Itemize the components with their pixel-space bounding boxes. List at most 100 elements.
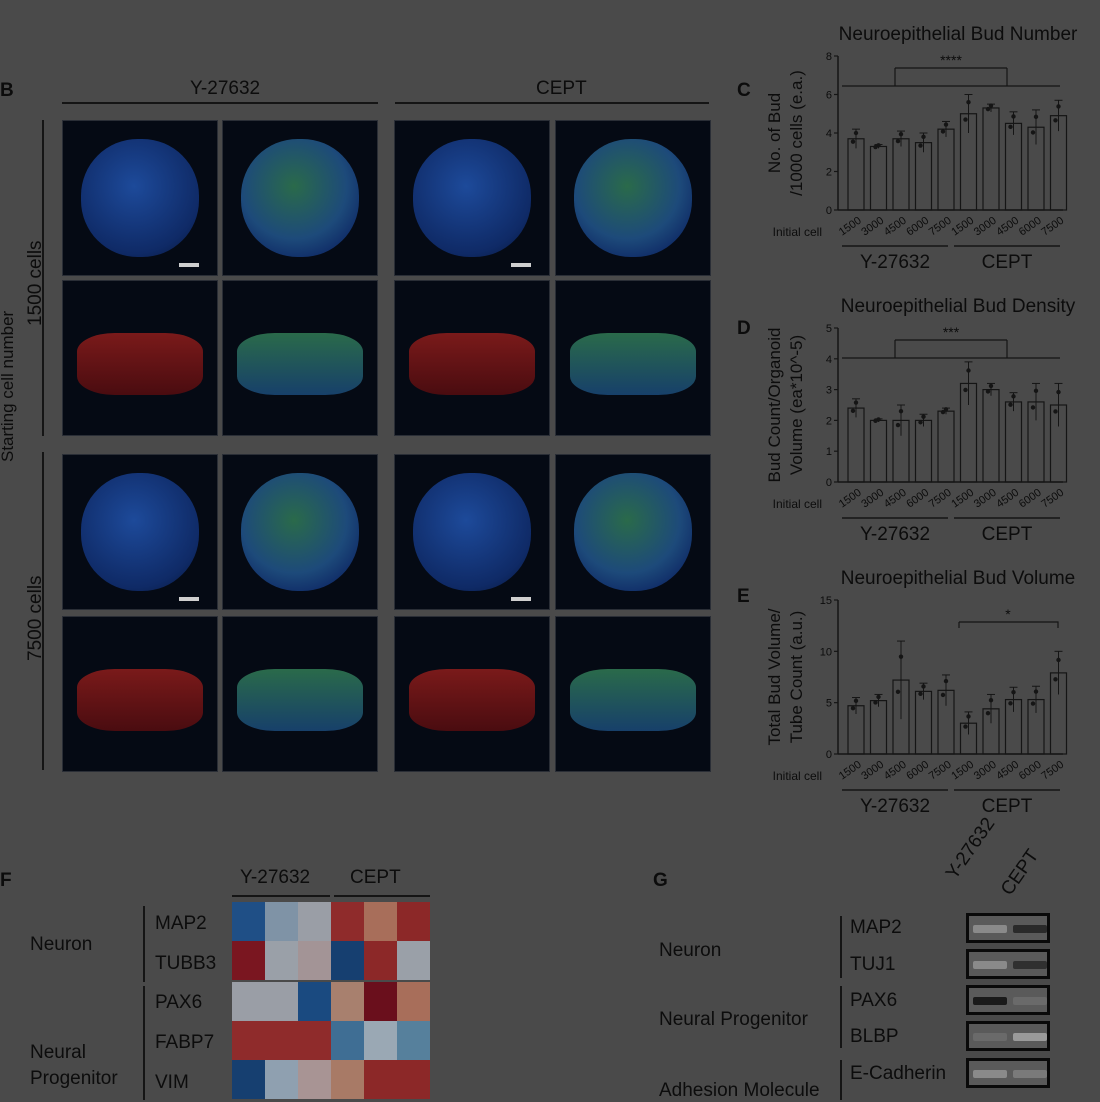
- heatmap-cell: [265, 1021, 298, 1060]
- western-blot-band: [973, 925, 1007, 933]
- chart-x-tick-label: 1500: [837, 759, 864, 783]
- western-blot-band: [1013, 1070, 1047, 1078]
- organoid-render: [237, 669, 363, 731]
- chart-point: [940, 692, 946, 698]
- panel-b-group-cept-line: [395, 102, 709, 104]
- chart-x-tick-label: 4500: [994, 487, 1021, 511]
- chart-point: [943, 407, 949, 412]
- heatmap-cell: [298, 1021, 331, 1060]
- chart-x-tick-label: 4500: [882, 759, 909, 783]
- chart-point: [1033, 388, 1039, 394]
- chart-x-tick-label: 7500: [927, 759, 954, 783]
- chart-x-tick-label: 7500: [1039, 487, 1066, 511]
- chart-y-tick-label: 10: [820, 646, 832, 658]
- western-blot-lane: [966, 1021, 1050, 1051]
- chart-point: [853, 698, 859, 704]
- chart-x-tick-label: 1500: [949, 487, 976, 511]
- scale-bar: [179, 597, 199, 601]
- chart-point: [1056, 389, 1061, 395]
- panel-g-label: G: [653, 870, 668, 891]
- chart-point: [943, 122, 949, 127]
- panel-f-gene-fabp7: FABP7: [155, 1032, 215, 1053]
- chart-point: [850, 408, 856, 414]
- chart-point: [1030, 405, 1036, 410]
- panel-f-progenitor-bracket: [143, 986, 145, 1100]
- heatmap-cell: [397, 982, 430, 1021]
- organoid-render: [81, 473, 199, 591]
- heatmap-cell: [298, 902, 331, 941]
- panel-e-label: E: [737, 586, 750, 607]
- panel-b-row-line-1500: [42, 120, 44, 436]
- panel-b-row-line-7500: [42, 452, 44, 770]
- western-blot-band: [973, 1070, 1007, 1078]
- organoid-image-tile: [62, 280, 218, 436]
- chart-y-tick-label: 0: [826, 477, 832, 489]
- chart-point: [921, 134, 926, 140]
- organoid-image-tile: [62, 616, 218, 772]
- chart-point: [898, 654, 904, 659]
- chart-point: [1011, 114, 1016, 119]
- organoid-image-tile: [394, 616, 550, 772]
- chart-point: [963, 117, 968, 122]
- western-blot-lane: [966, 985, 1050, 1015]
- western-blot-band: [1013, 1033, 1047, 1041]
- chart-point: [988, 698, 994, 703]
- chart-point: [873, 144, 878, 150]
- heatmap-cell: [232, 941, 265, 980]
- chart-x-tick-label: 6000: [1017, 215, 1044, 239]
- scale-bar: [511, 597, 531, 601]
- panel-f-group-cept-line: [334, 895, 430, 897]
- chart-y-tick-label: 15: [820, 595, 832, 607]
- panel-g-category-neural-progenitor: Neural Progenitor: [659, 1009, 808, 1030]
- panel-b-group-cept: CEPT: [536, 78, 587, 99]
- chart-y-axis-label: Volume (ea*10^-5): [787, 335, 806, 475]
- chart-point: [988, 103, 994, 108]
- chart-y-axis-label: Total Bud Volume/: [765, 608, 784, 745]
- chart-title: Neuroepithelial Bud Density: [841, 296, 1076, 317]
- western-blot-band: [973, 961, 1007, 969]
- chart-x-tick-label: 7500: [1039, 215, 1066, 239]
- panel-g-neuron-bracket: [840, 916, 842, 978]
- organoid-render: [413, 139, 531, 257]
- chart-y-tick-label: 2: [826, 415, 832, 427]
- chart-point: [853, 130, 859, 136]
- organoid-render: [574, 473, 692, 591]
- heatmap-cell: [364, 902, 397, 941]
- heatmap-cell: [265, 902, 298, 941]
- chart-point: [1011, 394, 1016, 399]
- chart-point: [966, 100, 971, 105]
- chart-point: [1053, 118, 1058, 123]
- organoid-render: [77, 669, 203, 731]
- panel-b-group-y27632: Y-27632: [190, 78, 261, 99]
- heatmap-cell: [397, 1021, 430, 1060]
- chart-y-tick-label: 4: [826, 128, 832, 140]
- chart-x-tick-label: 6000: [904, 759, 931, 783]
- chart-bar: [982, 107, 1000, 211]
- chart-point: [850, 139, 856, 144]
- chart-point: [943, 678, 949, 684]
- panel-g-col-cept: CEPT: [996, 845, 1044, 900]
- chart-point: [850, 706, 856, 711]
- chart-x-tick-label: 1500: [949, 759, 976, 783]
- chart-x-tick-label: 3000: [859, 759, 886, 783]
- chart-point: [898, 131, 904, 137]
- heatmap-cell: [265, 1060, 298, 1099]
- chart-y-axis-label: Bud Count/Organoid: [765, 328, 784, 483]
- chart-point: [1053, 409, 1058, 414]
- organoid-image-tile: [555, 616, 711, 772]
- western-blot-lane: [966, 913, 1050, 943]
- chart-x-tick-label: 4500: [994, 759, 1021, 783]
- chart-x-axis-label: Initial cell: [773, 497, 822, 511]
- bud-number-chart: Neuroepithelial Bud Number No. of Bud/100…: [765, 24, 1078, 273]
- organoid-image-tile: [62, 454, 218, 610]
- chart-y-tick-label: 6: [826, 90, 832, 102]
- chart-x-tick-label: 7500: [927, 215, 954, 239]
- chart-x-tick-label: 6000: [904, 215, 931, 239]
- chart-significance-bracket: [959, 621, 1059, 628]
- chart-point: [895, 689, 901, 694]
- chart-point: [1030, 130, 1036, 135]
- panel-f-gene-pax6: PAX6: [155, 992, 203, 1013]
- organoid-render: [241, 473, 359, 591]
- heatmap-cell: [364, 982, 397, 1021]
- chart-point: [921, 414, 926, 419]
